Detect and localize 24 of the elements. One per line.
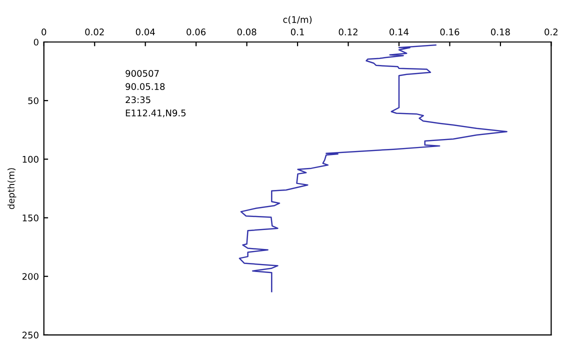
y-tick-label: 200 (22, 273, 38, 280)
x-tick-label: 0.18 (491, 28, 510, 36)
y-tick-label: 0 (34, 38, 38, 46)
annotation: 90.05.18 (126, 83, 165, 90)
annotation: E112.41,N9.5 (126, 110, 186, 118)
x-tick-label: 0.12 (338, 28, 358, 36)
y-tick-label: 100 (22, 156, 38, 163)
y-tick-label: 150 (22, 214, 38, 222)
y-tick-label: 50 (28, 97, 38, 104)
x-tick-label: 0.08 (237, 28, 256, 36)
annotation: 900507 (126, 70, 159, 77)
x-tick-label: 0.04 (136, 28, 155, 36)
x-tick-label: 0.02 (85, 28, 104, 36)
line-series (238, 44, 508, 292)
y-tick-label: 250 (22, 332, 38, 339)
x-tick-label: 0.2 (544, 28, 558, 36)
x-tick-label: 0.16 (440, 28, 460, 36)
annotation: 23:35 (126, 96, 150, 104)
x-tick-label: 0.1 (290, 28, 304, 36)
x-tick-label: 0.06 (186, 28, 206, 36)
x-axis-title: c(1/m) (283, 16, 312, 24)
x-tick-label: 0.14 (390, 28, 409, 36)
y-axis-title: depth(m) (8, 168, 16, 210)
x-tick-label: 0 (42, 28, 46, 36)
